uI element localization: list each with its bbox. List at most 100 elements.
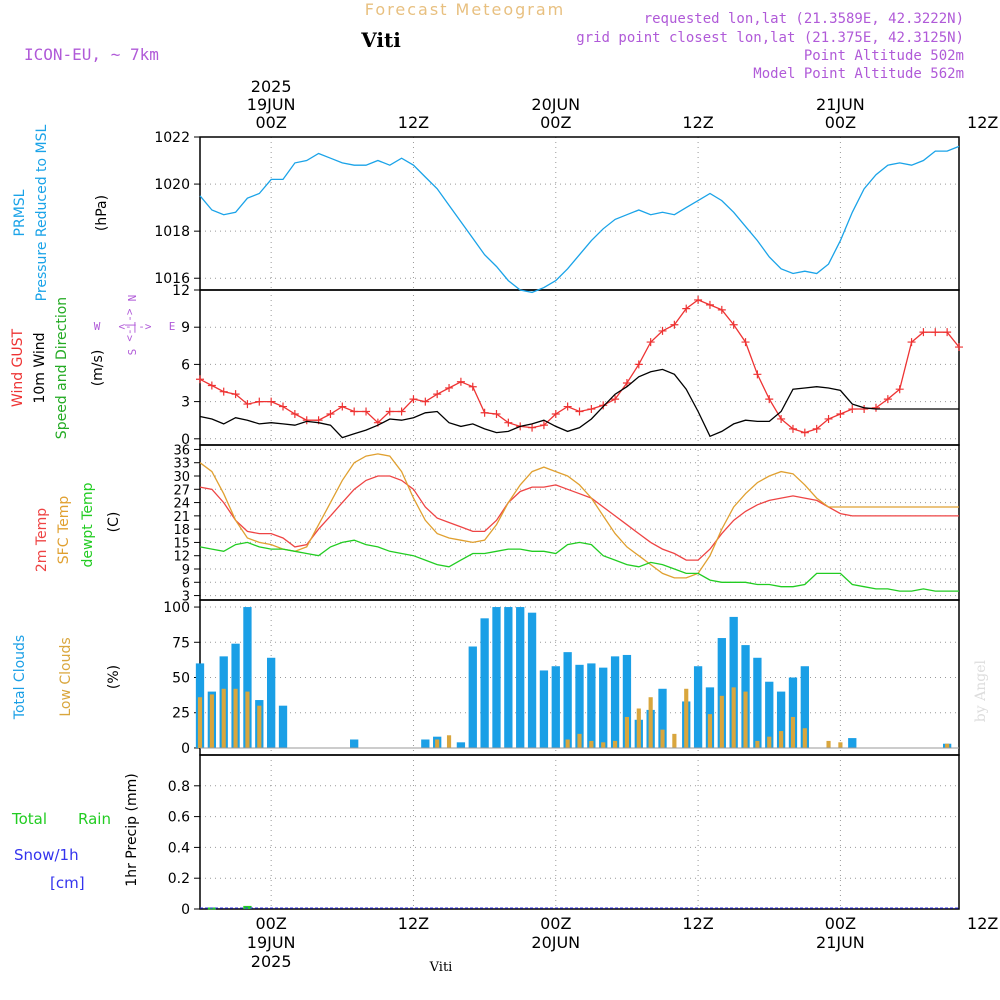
temp-ytick-label: 27	[173, 483, 190, 498]
dewpt-series-line	[199, 539, 959, 592]
bottom-date-label: 21JUN	[816, 933, 865, 952]
top-year-label: 2025	[251, 77, 292, 96]
gust-point	[421, 397, 430, 406]
clouds-ytick-label: 25	[172, 706, 190, 722]
gust-point	[729, 320, 738, 329]
total-clouds-bar	[800, 666, 809, 748]
top-date-label: 20JUN	[531, 95, 580, 114]
gust-point	[397, 407, 406, 416]
gust-point	[765, 395, 774, 404]
low-clouds-bar	[779, 731, 784, 748]
wind-ytick-label: 9	[181, 320, 190, 336]
sfc-temp-series-line	[199, 453, 959, 579]
gust-point	[848, 405, 857, 414]
pressure-ytick-label: 1020	[154, 177, 190, 193]
compass-e: E	[169, 320, 176, 333]
gust-point	[860, 405, 869, 414]
bottom-time-label: 00Z	[825, 914, 856, 933]
gust-point	[326, 410, 335, 418]
bottom-time-label: 00Z	[255, 914, 286, 933]
gust-point	[741, 338, 750, 347]
total-clouds-bar	[729, 616, 738, 748]
gust-point	[883, 395, 892, 404]
precip-ytick-label: 0	[181, 902, 190, 918]
low-clouds-bar	[624, 716, 630, 748]
precip-frame	[199, 754, 960, 910]
gust-point	[777, 414, 786, 423]
footer-location: Viti	[429, 960, 453, 975]
gust-point	[338, 402, 347, 411]
gust-point	[196, 375, 204, 384]
temp-ytick-label: 21	[173, 510, 190, 525]
total-clouds-bar	[492, 607, 501, 748]
rain-bar	[243, 905, 252, 909]
total-clouds-bar	[456, 742, 466, 748]
low-clouds-bar	[245, 691, 250, 748]
temp-ytick-label: 12	[173, 550, 190, 565]
gust-point	[231, 390, 240, 399]
low-clouds-bar	[209, 694, 214, 748]
total-clouds-bar	[765, 681, 774, 748]
wind-ytick-label: 3	[181, 395, 190, 411]
low-clouds-bar	[589, 740, 594, 748]
compass-arrows-h: <-|->	[118, 320, 151, 333]
precip-ytick-label: 0.6	[168, 810, 190, 826]
total-clouds-bar	[753, 657, 762, 748]
low-clouds-bar	[197, 697, 203, 748]
gust-point	[255, 397, 264, 406]
precip-ytick-label: 0.4	[168, 840, 190, 856]
low-clouds-bar	[601, 742, 606, 748]
gust-point	[433, 390, 442, 399]
pressure-frame	[199, 136, 960, 291]
low-clouds-bar	[767, 736, 772, 748]
low-clouds-bar	[672, 733, 677, 748]
total-clouds-bar	[527, 612, 537, 748]
pressure-ytick-label: 1018	[154, 224, 190, 240]
gust-point	[955, 343, 963, 352]
gust-point	[622, 379, 631, 387]
top-time-label: 12Z	[682, 113, 713, 132]
point-altitude: Point Altitude 502m	[804, 48, 964, 64]
gust-point	[551, 410, 560, 418]
gust-point	[599, 401, 608, 410]
low-clouds-bar	[790, 716, 796, 748]
wind-labels: Wind GUST 10m Wind Speed and Direction (…	[10, 295, 175, 440]
low-clouds-bar	[838, 742, 843, 748]
top-time-label: 00Z	[255, 113, 286, 132]
temp-ytick-label: 36	[173, 443, 190, 458]
gust-point	[800, 428, 809, 437]
wind-ytick-label: 0	[181, 432, 190, 448]
panels: 1016101810201022036912369121518212427303…	[154, 130, 960, 918]
pct-unit-label: (%)	[106, 665, 122, 689]
gust-point	[563, 402, 572, 411]
low-clouds-bar	[565, 739, 570, 748]
total-clouds-bar	[468, 646, 477, 748]
temp-ytick-label: 30	[173, 470, 190, 485]
compass-arrows-v: <-|->	[123, 308, 136, 341]
total-clouds-bar	[243, 607, 252, 748]
gust-point	[658, 326, 667, 335]
sfc-temp-label: SFC Temp	[56, 496, 72, 565]
total-label: Total	[11, 810, 47, 828]
total-clouds-bar	[551, 666, 560, 748]
gridpoint-coords: grid point closest lon,lat (21.375E, 42.…	[576, 30, 964, 46]
clouds-ytick-label: 0	[181, 741, 190, 757]
model-altitude: Model Point Altitude 562m	[753, 66, 964, 82]
gust-point	[362, 407, 371, 416]
low-clouds-bar	[613, 740, 618, 748]
temp-ytick-label: 3	[182, 590, 190, 605]
temp-ytick-label: 6	[182, 576, 190, 591]
gust-point	[705, 300, 714, 309]
gust-point	[350, 407, 359, 416]
gust-point	[575, 407, 584, 416]
total-clouds-bar	[575, 664, 584, 748]
credit-watermark: by Angel	[973, 659, 989, 722]
total-clouds-bar	[658, 688, 667, 748]
low-clouds-bar	[731, 687, 736, 748]
low-clouds-bar	[257, 705, 262, 748]
rain-label: Rain	[78, 810, 111, 828]
total-clouds-bar	[350, 739, 359, 748]
cloud-labels: Total Clouds Low Clouds (%)	[12, 635, 122, 720]
precip-layer	[200, 905, 959, 910]
